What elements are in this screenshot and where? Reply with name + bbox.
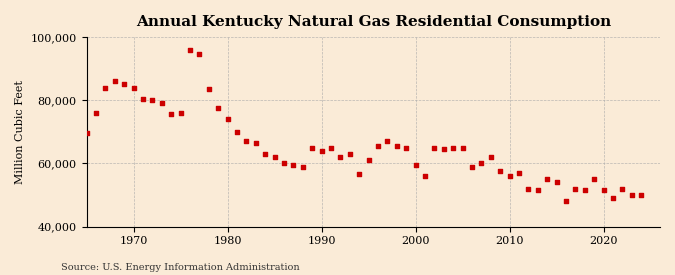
Point [81,131,92,136]
Point [589,177,599,182]
Point [279,161,290,166]
Point [495,169,506,174]
Point [138,97,148,101]
Point [344,152,355,156]
Y-axis label: Million Cubic Feet: Million Cubic Feet [15,80,25,184]
Point [354,172,364,177]
Point [533,188,543,192]
Point [504,174,515,178]
Point [306,145,317,150]
Point [579,188,590,192]
Point [420,174,431,178]
Point [298,164,308,169]
Point [250,141,261,145]
Point [457,145,468,150]
Point [316,148,327,153]
Point [561,199,572,204]
Point [232,130,242,134]
Point [100,86,111,90]
Point [382,139,393,144]
Point [157,101,167,106]
Point [203,87,214,91]
Title: Annual Kentucky Natural Gas Residential Consumption: Annual Kentucky Natural Gas Residential … [136,15,611,29]
Point [485,155,496,159]
Point [90,111,101,115]
Point [448,145,458,150]
Point [222,117,233,121]
Point [617,186,628,191]
Point [598,188,609,192]
Point [476,161,487,166]
Point [514,171,524,175]
Point [392,144,402,148]
Point [363,158,374,163]
Point [184,48,195,52]
Point [626,193,637,197]
Point [551,180,562,185]
Point [213,106,223,110]
Point [466,164,477,169]
Point [194,52,205,57]
Point [570,186,580,191]
Point [542,177,553,182]
Point [410,163,421,167]
Point [335,155,346,159]
Point [119,82,130,87]
Point [438,147,449,151]
Point [636,193,647,197]
Point [241,139,252,144]
Point [325,145,336,150]
Point [401,145,412,150]
Point [109,79,120,84]
Point [128,86,139,90]
Point [147,98,158,103]
Point [260,152,271,156]
Point [175,111,186,115]
Point [608,196,618,200]
Point [373,144,383,148]
Point [269,155,280,159]
Point [288,163,299,167]
Point [166,112,177,117]
Point [429,145,440,150]
Text: Source: U.S. Energy Information Administration: Source: U.S. Energy Information Administ… [61,263,300,272]
Point [523,186,534,191]
